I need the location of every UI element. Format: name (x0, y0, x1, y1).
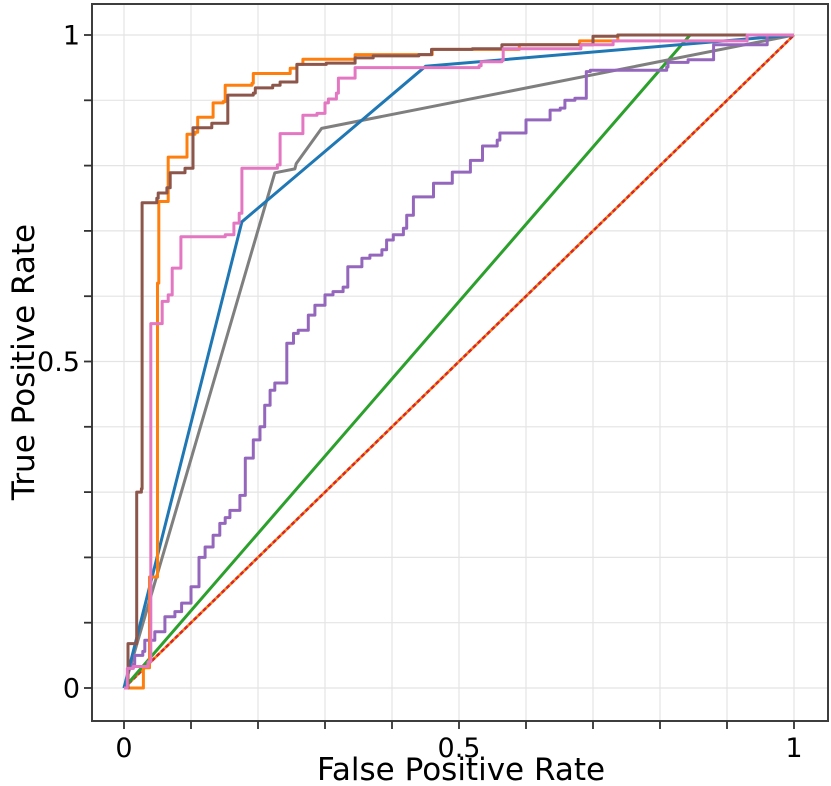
series-roc-purple (124, 33, 794, 690)
y-tick-label: 0 (63, 674, 80, 705)
series-roc-brown (124, 33, 794, 690)
tick-layer (84, 34, 795, 729)
plot-border (91, 3, 829, 722)
x-tick-label: 0.5 (438, 733, 481, 764)
x-axis-label: False Positive Rate (317, 752, 605, 786)
series-roc-pink (124, 33, 794, 690)
x-tick-label: 1 (785, 733, 802, 764)
series-layer (122, 33, 795, 690)
grid-layer (92, 4, 828, 721)
y-tick-label: 1 (63, 21, 80, 52)
series-roc-blue (122, 33, 795, 689)
x-tick-label: 0 (115, 733, 132, 764)
y-tick-label: 0.5 (37, 347, 80, 378)
series-chance-diagonal-base (123, 34, 795, 689)
series-roc-gray (122, 33, 795, 689)
y-axis-label: True Positive Rate (6, 224, 42, 501)
tick-label-layer: 0 0.5 1 0 0.5 1 (37, 21, 803, 765)
